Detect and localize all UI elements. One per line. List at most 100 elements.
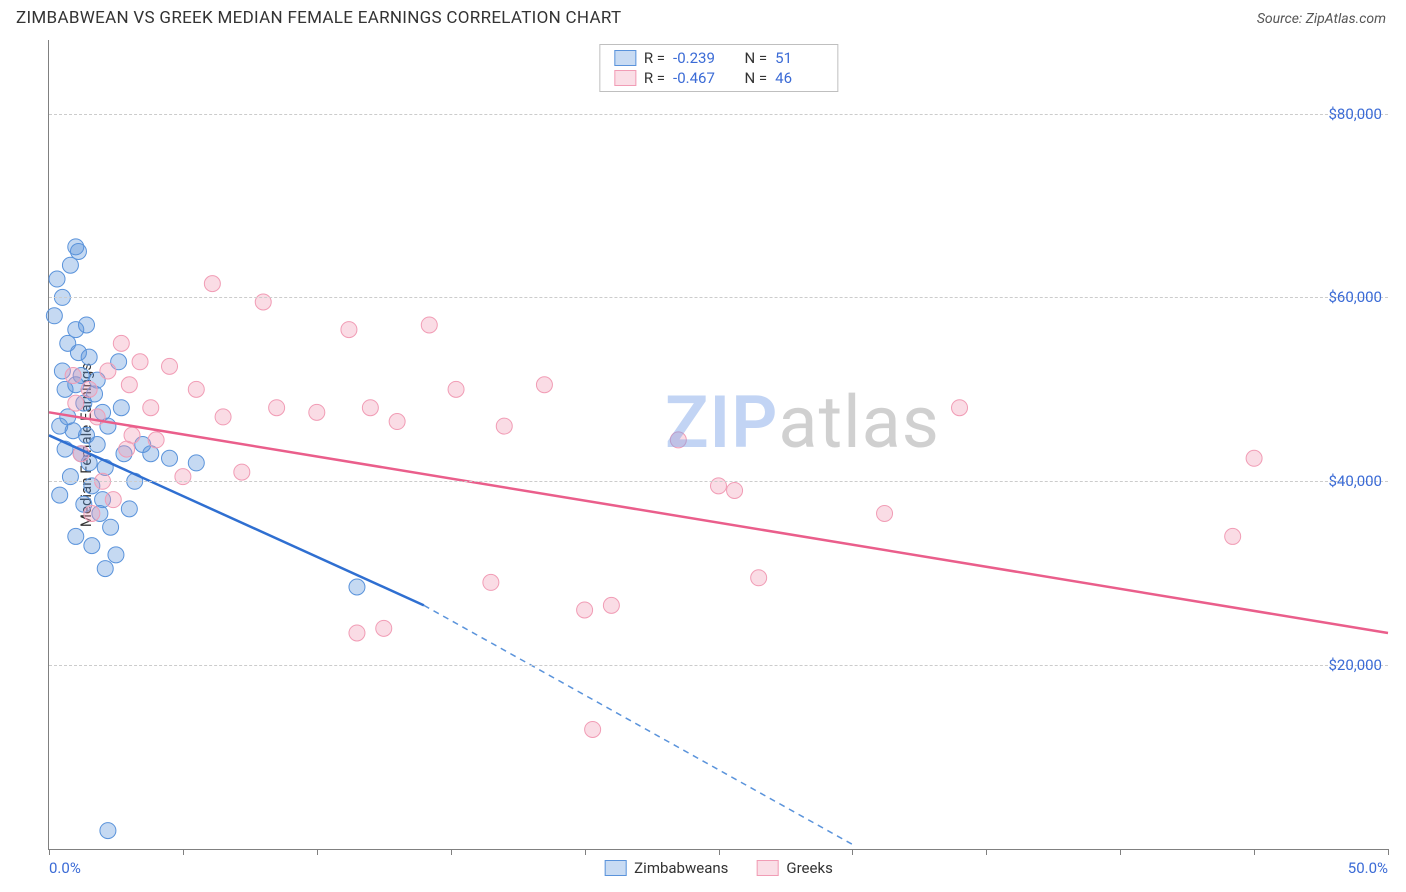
data-point xyxy=(70,243,86,259)
legend-label: Greeks xyxy=(786,859,832,877)
data-point xyxy=(362,400,378,416)
data-point xyxy=(121,501,137,517)
data-point xyxy=(121,377,137,393)
data-point xyxy=(952,400,968,416)
source-label: Source: ZipAtlas.com xyxy=(1257,11,1386,27)
data-point xyxy=(100,363,116,379)
legend-item: Greeks xyxy=(756,859,832,877)
gridline xyxy=(49,114,1388,115)
data-point xyxy=(81,349,97,365)
data-point xyxy=(113,335,129,351)
data-point xyxy=(175,469,191,485)
data-point xyxy=(100,823,116,839)
data-point xyxy=(234,464,250,480)
data-point xyxy=(46,308,62,324)
data-point xyxy=(483,574,499,590)
data-point xyxy=(255,294,271,310)
legend-swatch xyxy=(614,50,636,66)
y-tick-label: $60,000 xyxy=(1328,288,1382,306)
data-point xyxy=(603,597,619,613)
data-point xyxy=(711,478,727,494)
data-point xyxy=(78,317,94,333)
x-tick xyxy=(183,849,184,855)
data-point xyxy=(162,358,178,374)
data-point xyxy=(877,505,893,521)
legend-swatch xyxy=(756,860,778,876)
stat-r-value: -0.467 xyxy=(673,69,721,87)
data-point xyxy=(68,528,84,544)
data-point xyxy=(119,441,135,457)
plot-area: Median Female Earnings ZIPatlas R = -0.2… xyxy=(14,40,1394,850)
gridline xyxy=(49,665,1388,666)
x-tick xyxy=(585,849,586,855)
x-tick xyxy=(852,849,853,855)
stats-legend-row: R = -0.467 N = 46 xyxy=(614,69,823,87)
data-point xyxy=(188,455,204,471)
x-tick xyxy=(49,849,50,855)
stats-legend-row: R = -0.239 N = 51 xyxy=(614,49,823,67)
data-point xyxy=(204,276,220,292)
legend-label: Zimbabweans xyxy=(634,859,728,877)
data-point xyxy=(97,561,113,577)
stat-r-label: R = xyxy=(644,49,665,67)
x-tick-label: 0.0% xyxy=(49,859,81,877)
data-point xyxy=(727,482,743,498)
legend-swatch xyxy=(614,70,636,86)
stat-n-label: N = xyxy=(745,69,768,87)
data-point xyxy=(389,414,405,430)
x-tick xyxy=(1388,849,1389,855)
plot-canvas: ZIPatlas R = -0.239 N = 51R = -0.467 N =… xyxy=(48,40,1388,850)
data-point xyxy=(89,437,105,453)
data-point xyxy=(65,423,81,439)
x-tick xyxy=(719,849,720,855)
data-point xyxy=(1246,450,1262,466)
data-point xyxy=(52,487,68,503)
data-point xyxy=(103,519,119,535)
data-point xyxy=(68,395,84,411)
x-tick xyxy=(317,849,318,855)
data-point xyxy=(148,432,164,448)
series-legend: Zimbabweans Greeks xyxy=(604,859,833,877)
data-point xyxy=(62,469,78,485)
stat-n-label: N = xyxy=(745,49,768,67)
gridline xyxy=(49,297,1388,298)
x-tick xyxy=(1254,849,1255,855)
stats-legend: R = -0.239 N = 51R = -0.467 N = 46 xyxy=(599,44,838,92)
x-tick xyxy=(451,849,452,855)
stat-r-label: R = xyxy=(644,69,665,87)
data-point xyxy=(84,505,100,521)
stat-n-value: 51 xyxy=(775,49,823,67)
data-point xyxy=(89,409,105,425)
x-tick-label: 50.0% xyxy=(1348,859,1388,877)
legend-swatch xyxy=(604,860,626,876)
data-point xyxy=(49,271,65,287)
data-point xyxy=(448,381,464,397)
x-tick xyxy=(986,849,987,855)
data-point xyxy=(143,400,159,416)
data-point xyxy=(349,625,365,641)
data-point xyxy=(132,354,148,370)
data-point xyxy=(670,432,686,448)
data-point xyxy=(349,579,365,595)
data-point xyxy=(105,492,121,508)
legend-item: Zimbabweans xyxy=(604,859,728,877)
trend-line xyxy=(49,435,424,605)
data-point xyxy=(309,404,325,420)
stat-r-value: -0.239 xyxy=(673,49,721,67)
data-point xyxy=(162,450,178,466)
data-point xyxy=(577,602,593,618)
y-tick-label: $40,000 xyxy=(1328,472,1382,490)
data-point xyxy=(1225,528,1241,544)
trend-line-extrapolated xyxy=(424,605,852,844)
y-tick-label: $80,000 xyxy=(1328,105,1382,123)
stat-n-value: 46 xyxy=(775,69,823,87)
scatter-svg xyxy=(49,40,1388,849)
data-point xyxy=(751,570,767,586)
data-point xyxy=(585,721,601,737)
gridline xyxy=(49,481,1388,482)
data-point xyxy=(269,400,285,416)
data-point xyxy=(188,381,204,397)
data-point xyxy=(108,547,124,563)
data-point xyxy=(536,377,552,393)
data-point xyxy=(113,400,129,416)
